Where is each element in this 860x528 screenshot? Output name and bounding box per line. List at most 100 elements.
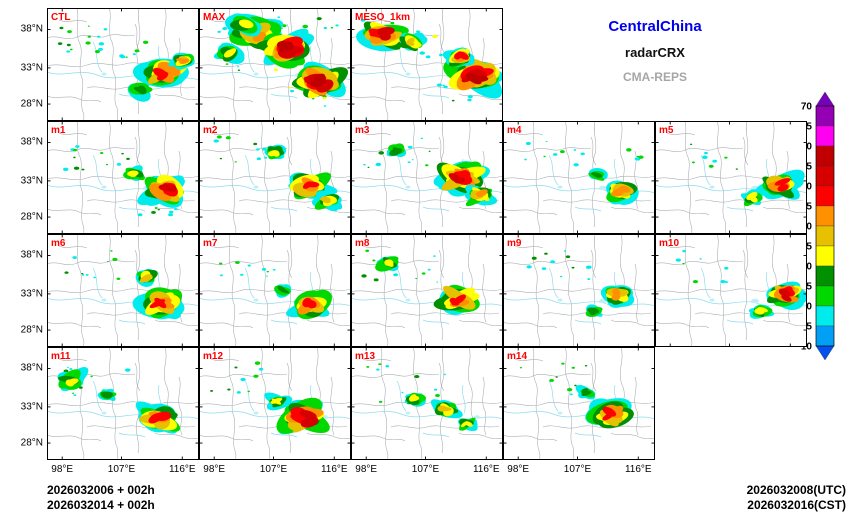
radar-echoes xyxy=(210,361,330,435)
footer-valid-cst: 2026032016(CST) xyxy=(747,498,846,512)
panel-m11: m11 xyxy=(47,347,199,460)
lon-tick-label: 107°E xyxy=(107,464,136,475)
colorbar-segment xyxy=(815,145,835,167)
panel-label: m7 xyxy=(203,238,218,249)
colorbar-arrow-bottom xyxy=(815,345,835,361)
panel-m4: m4 xyxy=(503,121,655,234)
panel-m8: m8 xyxy=(351,234,503,347)
panel-MAX: MAX xyxy=(199,8,351,121)
colorbar-segment xyxy=(815,285,835,307)
panel-frame xyxy=(503,347,655,460)
lat-tick-label: 28°N xyxy=(20,437,43,449)
panel-frame xyxy=(655,234,807,347)
radar-echoes xyxy=(356,18,503,102)
colorbar-tick-label: 70 xyxy=(801,102,813,113)
colorbar-segment xyxy=(815,205,835,227)
lon-tick-label: 98°E xyxy=(51,464,74,475)
radar-echoes xyxy=(690,143,805,207)
lat-tick-label: 38°N xyxy=(20,23,43,35)
lon-tick-label: 107°E xyxy=(411,464,440,475)
panel-frame xyxy=(351,347,503,460)
panel-m1: m1 xyxy=(47,121,199,234)
panel-label: m1 xyxy=(51,125,66,136)
radar-echoes xyxy=(57,366,181,434)
panel-label: m13 xyxy=(355,351,375,362)
panel-m2: m2 xyxy=(199,121,351,234)
panel-label: m6 xyxy=(51,238,66,249)
footer-valid-utc: 2026032008(UTC) xyxy=(746,483,846,497)
lat-tick-label: 28°N xyxy=(20,98,43,110)
panel-label: m8 xyxy=(355,238,370,249)
colorbar-segment xyxy=(815,185,835,207)
title-variable: radarCRX xyxy=(625,45,685,60)
panel-frame xyxy=(503,121,655,234)
lon-tick-label: 116°E xyxy=(624,464,652,475)
colorbar-segment xyxy=(815,105,835,127)
panel-frame xyxy=(503,234,655,347)
panel-label: m4 xyxy=(507,125,522,136)
panel-m10: m10 xyxy=(655,234,807,347)
panel-frame xyxy=(351,121,503,234)
panel-label: m14 xyxy=(507,351,527,362)
lon-tick-label: 107°E xyxy=(563,464,592,475)
panel-label: m3 xyxy=(355,125,370,136)
panel-MESO_1km: MESO_1km xyxy=(351,8,503,121)
panel-m14: m14 xyxy=(503,347,655,460)
panel-m6: m6 xyxy=(47,234,199,347)
lon-tick-label: 116°E xyxy=(320,464,348,475)
panel-m12: m12 xyxy=(199,347,351,460)
lat-tick-label: 33°N xyxy=(20,401,43,413)
panel-frame xyxy=(199,121,351,234)
radar-echoes xyxy=(219,261,333,320)
lon-tick-label: 116°E xyxy=(472,464,500,475)
panel-frame xyxy=(655,121,807,234)
panel-label: m11 xyxy=(51,351,71,362)
title-block: CentralChina radarCRX CMA-REPS xyxy=(503,18,807,84)
title-domain: CentralChina xyxy=(608,18,702,35)
radar-echoes xyxy=(213,13,349,107)
colorbar-segment xyxy=(815,305,835,327)
footer-init-cst: 2026032014 + 002h xyxy=(47,498,155,512)
panel-frame xyxy=(199,234,351,347)
colorbar-tick-label: 10 xyxy=(801,342,813,353)
lon-tick-label: 98°E xyxy=(507,464,530,475)
colorbar-segment xyxy=(815,225,835,247)
panel-frame xyxy=(199,347,351,460)
panel-frame xyxy=(351,234,503,347)
panel-frame xyxy=(199,8,351,121)
panel-frame xyxy=(351,8,503,121)
panel-m9: m9 xyxy=(503,234,655,347)
radar-echoes xyxy=(57,25,195,102)
radar-echoes xyxy=(524,140,644,205)
lat-tick-label: 38°N xyxy=(20,362,43,374)
panel-frame xyxy=(47,8,199,121)
footer-init-utc: 2026032006 + 002h xyxy=(47,483,155,497)
colorbar-segment xyxy=(815,325,835,347)
panel-label: m5 xyxy=(659,125,674,136)
panel-frame xyxy=(47,121,199,234)
title-model: CMA-REPS xyxy=(622,70,687,84)
radar-echoes xyxy=(64,250,185,320)
lat-tick-label: 38°N xyxy=(20,136,43,148)
panel-label: m2 xyxy=(203,125,218,136)
radar-echoes xyxy=(519,362,634,429)
lon-tick-label: 98°E xyxy=(355,464,378,475)
panel-label: m9 xyxy=(507,238,522,249)
radar-echoes xyxy=(366,363,478,432)
lat-tick-label: 38°N xyxy=(20,249,43,261)
panel-m3: m3 xyxy=(351,121,503,234)
panel-frame xyxy=(47,347,199,460)
colorbar-arrow-top xyxy=(815,91,835,107)
panel-m7: m7 xyxy=(199,234,351,347)
radar-echoes xyxy=(526,250,635,317)
panel-m5: m5 xyxy=(655,121,807,234)
panel-label: MESO_1km xyxy=(355,12,410,23)
lon-tick-label: 116°E xyxy=(168,464,196,475)
radar-echoes xyxy=(363,137,498,207)
panel-m13: m13 xyxy=(351,347,503,460)
radar-echoes xyxy=(213,135,343,212)
colorbar-segment xyxy=(815,245,835,267)
colorbar-segment xyxy=(815,165,835,187)
panel-label: CTL xyxy=(51,12,70,23)
